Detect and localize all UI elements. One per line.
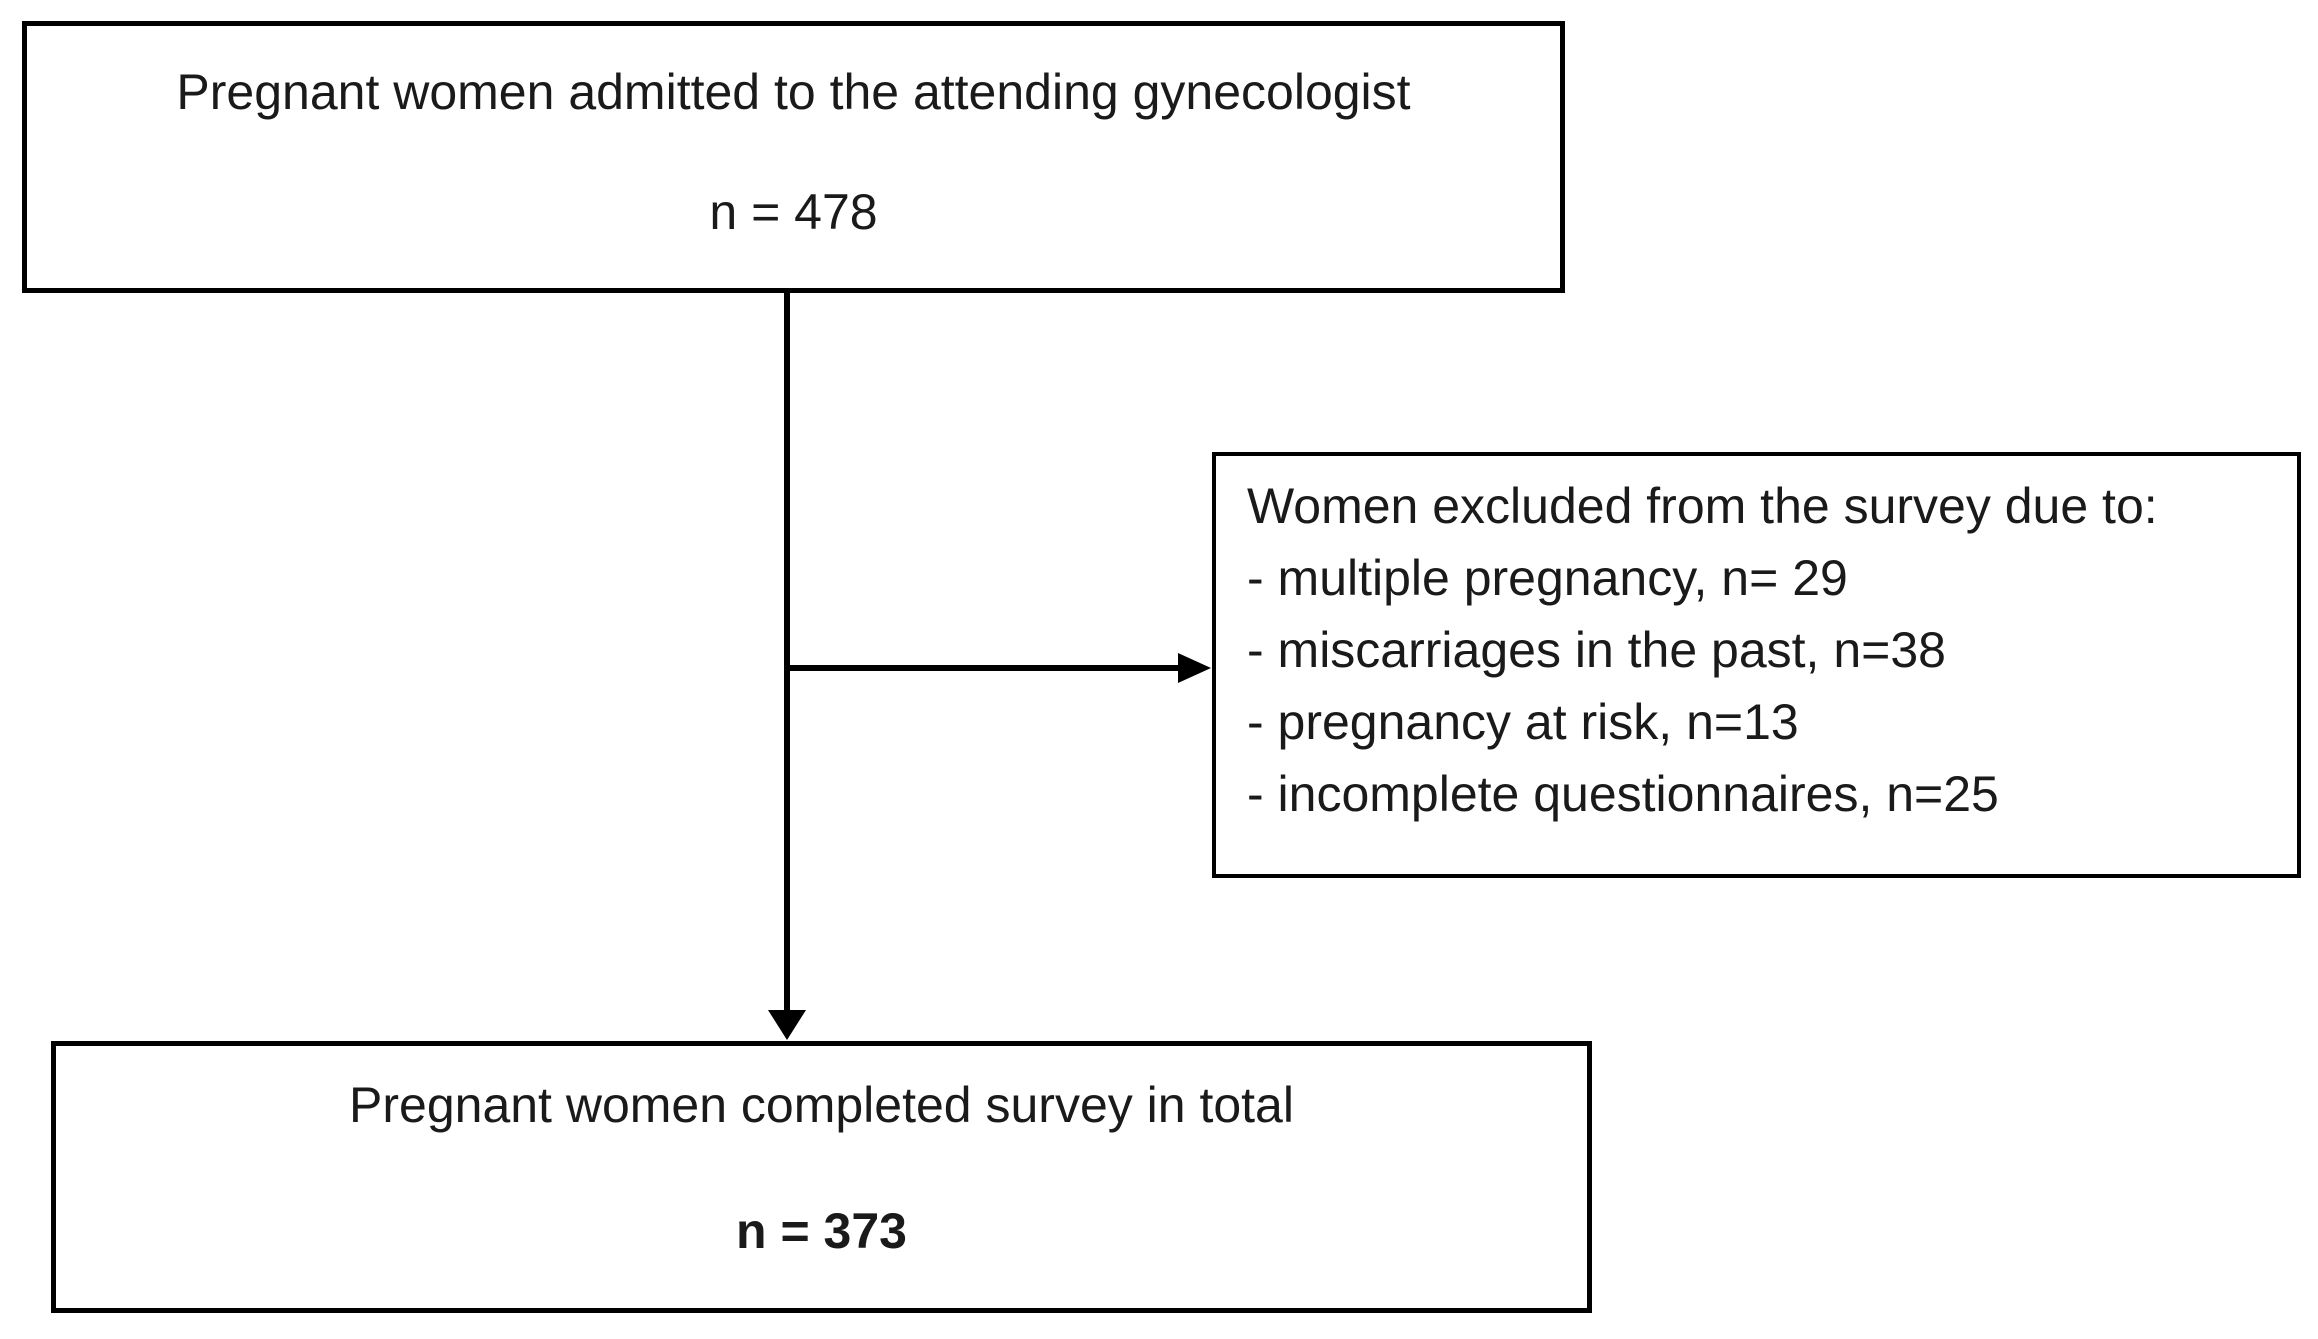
completed-box: Pregnant women completed survey in total…	[51, 1041, 1592, 1313]
completed-box-label: Pregnant women completed survey in total	[349, 1077, 1294, 1133]
exclusion-item-miscarriages: - miscarriages in the past, n=38	[1247, 622, 1946, 678]
vertical-connector-line	[784, 291, 790, 1012]
arrow-down-icon	[768, 1010, 806, 1040]
exclusion-box: Women excluded from the survey due to: -…	[1212, 452, 2301, 878]
exclusion-item-incomplete-questionnaires: - incomplete questionnaires, n=25	[1247, 766, 1999, 822]
completed-box-count: n = 373	[736, 1203, 907, 1259]
horizontal-connector-line	[787, 665, 1179, 671]
admitted-box: Pregnant women admitted to the attending…	[22, 21, 1565, 293]
exclusion-box-heading: Women excluded from the survey due to:	[1247, 478, 2158, 534]
arrow-right-icon	[1178, 653, 1211, 683]
exclusion-item-multiple-pregnancy: - multiple pregnancy, n= 29	[1247, 550, 1848, 606]
exclusion-item-pregnancy-at-risk: - pregnancy at risk, n=13	[1247, 694, 1799, 750]
admitted-box-count: n = 478	[709, 184, 878, 240]
admitted-box-label: Pregnant women admitted to the attending…	[176, 64, 1411, 120]
